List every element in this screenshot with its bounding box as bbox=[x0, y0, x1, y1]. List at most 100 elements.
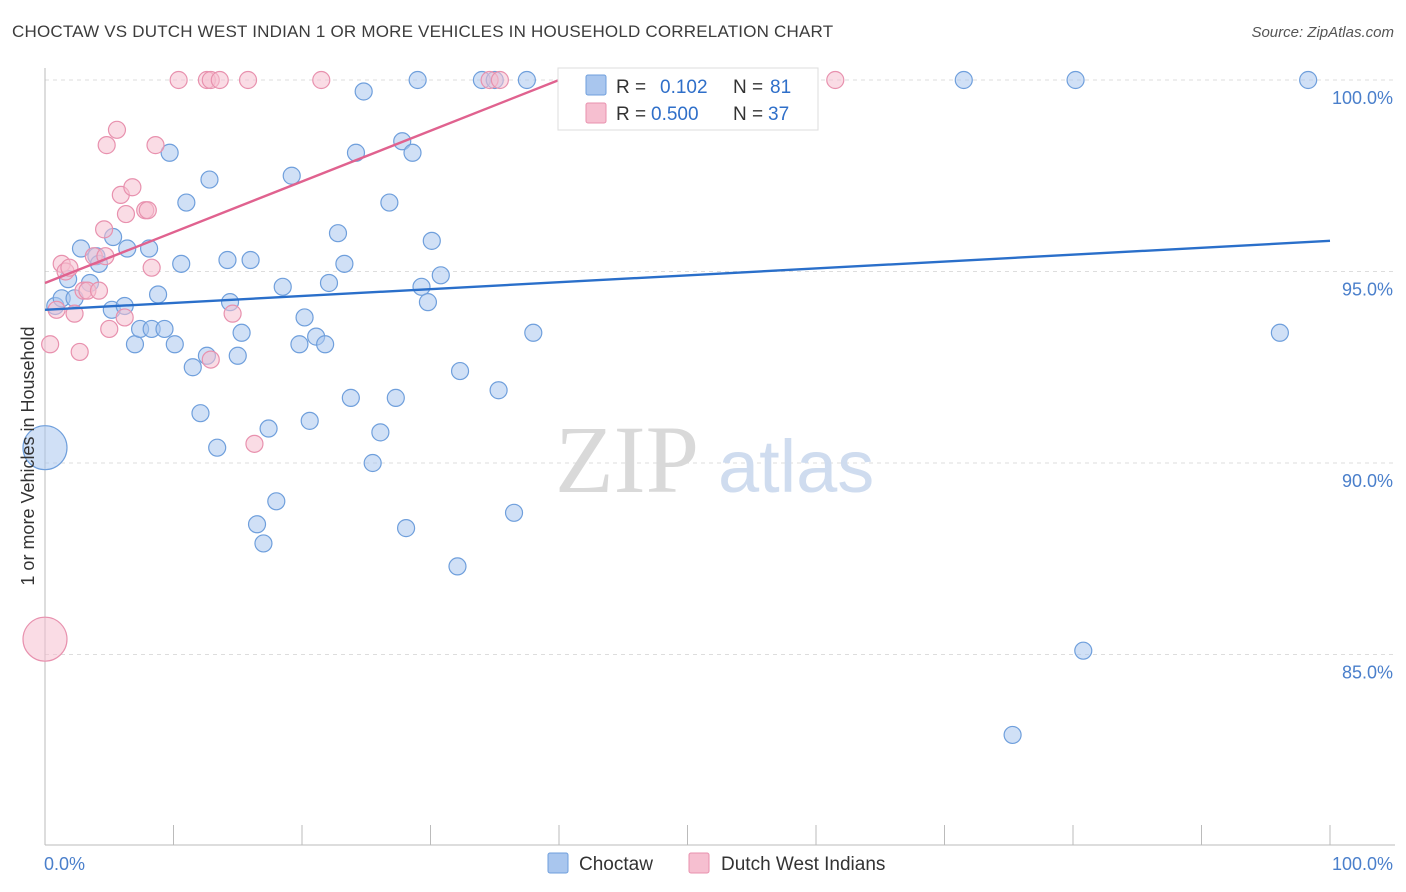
point-choctaw-72 bbox=[954, 70, 973, 90]
point-dutch-30 bbox=[223, 304, 242, 323]
point-choctaw-21 bbox=[172, 254, 191, 273]
series-legend: Choctaw Dutch West Indians bbox=[547, 852, 885, 875]
point-dutch-24 bbox=[146, 136, 165, 155]
y-tick-label-2: 95.0% bbox=[1342, 280, 1393, 300]
point-choctaw-34 bbox=[254, 534, 273, 553]
series-legend-swatch-dutch bbox=[688, 852, 710, 874]
watermark-zip: ZIP bbox=[555, 406, 699, 513]
point-choctaw-38 bbox=[282, 166, 301, 185]
y-tick-label-3: 100.0% bbox=[1332, 88, 1393, 108]
point-dutch-18 bbox=[115, 308, 134, 327]
point-choctaw-68 bbox=[517, 70, 536, 90]
point-choctaw-58 bbox=[412, 277, 431, 296]
point-choctaw-18 bbox=[155, 319, 174, 339]
point-choctaw-0 bbox=[22, 425, 68, 471]
y-tick-labels: 85.0% 90.0% 95.0% 100.0% bbox=[1332, 88, 1393, 683]
point-choctaw-43 bbox=[316, 335, 335, 354]
point-dutch-20 bbox=[123, 178, 142, 197]
trend-line-choctaw bbox=[44, 239, 1331, 311]
x-tick-labels: 0.0% 100.0% bbox=[44, 854, 1393, 874]
point-choctaw-51 bbox=[371, 423, 390, 442]
point-choctaw-28 bbox=[218, 250, 237, 270]
point-choctaw-36 bbox=[267, 492, 286, 511]
point-choctaw-56 bbox=[403, 143, 422, 162]
point-choctaw-53 bbox=[386, 388, 405, 407]
point-choctaw-37 bbox=[273, 277, 292, 296]
point-choctaw-49 bbox=[354, 82, 373, 101]
legend-r-value-choctaw: 0.102 bbox=[660, 77, 708, 98]
point-dutch-26 bbox=[201, 350, 220, 369]
legend-r-label-choctaw: R = bbox=[616, 77, 646, 98]
y-tick-label-0: 85.0% bbox=[1342, 663, 1393, 683]
point-dutch-0 bbox=[22, 616, 68, 662]
trend-lines bbox=[44, 78, 1331, 311]
point-dutch-35 bbox=[490, 70, 509, 90]
point-choctaw-24 bbox=[191, 404, 210, 423]
data-points bbox=[22, 70, 1318, 745]
point-choctaw-26 bbox=[200, 170, 219, 189]
legend-swatch-choctaw bbox=[585, 74, 607, 96]
stats-legend: R = 0.102 N = 81 R = 0.500 N = 37 bbox=[557, 67, 819, 131]
point-choctaw-46 bbox=[335, 254, 354, 273]
point-choctaw-60 bbox=[422, 231, 441, 250]
grid-lines bbox=[45, 79, 1395, 655]
legend-n-value-choctaw: 81 bbox=[770, 77, 791, 98]
point-choctaw-13 bbox=[125, 335, 145, 354]
chart-title: CHOCTAW VS DUTCH WEST INDIAN 1 OR MORE V… bbox=[12, 22, 834, 41]
point-dutch-15 bbox=[100, 319, 119, 339]
point-choctaw-52 bbox=[380, 193, 399, 212]
watermark-atlas: atlas bbox=[718, 425, 874, 508]
series-legend-label-choctaw: Choctaw bbox=[579, 854, 653, 875]
point-dutch-31 bbox=[238, 70, 258, 90]
point-choctaw-27 bbox=[208, 438, 227, 457]
point-dutch-14 bbox=[97, 136, 116, 155]
source-label: Source: ZipAtlas.com bbox=[1251, 24, 1394, 41]
point-choctaw-33 bbox=[247, 515, 267, 534]
point-choctaw-63 bbox=[450, 361, 470, 381]
point-choctaw-20 bbox=[165, 335, 184, 354]
point-choctaw-57 bbox=[408, 70, 427, 90]
point-dutch-22 bbox=[138, 201, 157, 220]
point-dutch-16 bbox=[107, 120, 127, 139]
x-tick-label-1: 100.0% bbox=[1332, 854, 1393, 874]
point-choctaw-31 bbox=[232, 323, 251, 342]
point-dutch-19 bbox=[116, 204, 136, 224]
point-choctaw-74 bbox=[1066, 70, 1085, 90]
point-dutch-32 bbox=[245, 434, 264, 453]
x-tick-label-0: 0.0% bbox=[44, 854, 85, 874]
point-dutch-11 bbox=[89, 281, 109, 300]
point-choctaw-45 bbox=[328, 224, 348, 243]
point-choctaw-17 bbox=[148, 285, 168, 304]
point-dutch-1 bbox=[41, 335, 60, 354]
point-choctaw-22 bbox=[177, 193, 196, 212]
point-choctaw-67 bbox=[504, 503, 524, 522]
point-dutch-23 bbox=[142, 258, 161, 277]
point-dutch-12 bbox=[95, 220, 114, 239]
point-choctaw-75 bbox=[1074, 641, 1093, 660]
legend-n-label-choctaw: N = bbox=[733, 77, 763, 98]
point-choctaw-62 bbox=[448, 557, 467, 576]
y-tick-label-1: 90.0% bbox=[1342, 471, 1393, 491]
point-choctaw-59 bbox=[418, 293, 438, 312]
point-choctaw-66 bbox=[489, 381, 508, 400]
series-legend-label-dutch: Dutch West Indians bbox=[721, 854, 885, 875]
point-choctaw-44 bbox=[319, 273, 339, 293]
point-choctaw-73 bbox=[1003, 725, 1022, 745]
legend-n-value-dutch: 37 bbox=[768, 104, 789, 125]
point-choctaw-35 bbox=[259, 419, 278, 438]
point-choctaw-23 bbox=[183, 358, 202, 377]
series-legend-swatch-choctaw bbox=[547, 852, 569, 874]
point-choctaw-30 bbox=[228, 346, 247, 365]
point-choctaw-19 bbox=[160, 143, 179, 162]
point-choctaw-76 bbox=[1270, 323, 1289, 342]
point-choctaw-40 bbox=[295, 308, 314, 327]
point-choctaw-69 bbox=[524, 323, 543, 342]
point-choctaw-55 bbox=[396, 519, 416, 538]
legend-n-label-dutch: N = bbox=[733, 104, 763, 125]
point-choctaw-77 bbox=[1299, 70, 1318, 90]
legend-r-label-dutch: R = bbox=[616, 104, 646, 125]
point-dutch-7 bbox=[70, 342, 89, 362]
point-choctaw-39 bbox=[290, 335, 309, 354]
point-dutch-36 bbox=[826, 70, 845, 90]
point-choctaw-47 bbox=[341, 388, 360, 407]
